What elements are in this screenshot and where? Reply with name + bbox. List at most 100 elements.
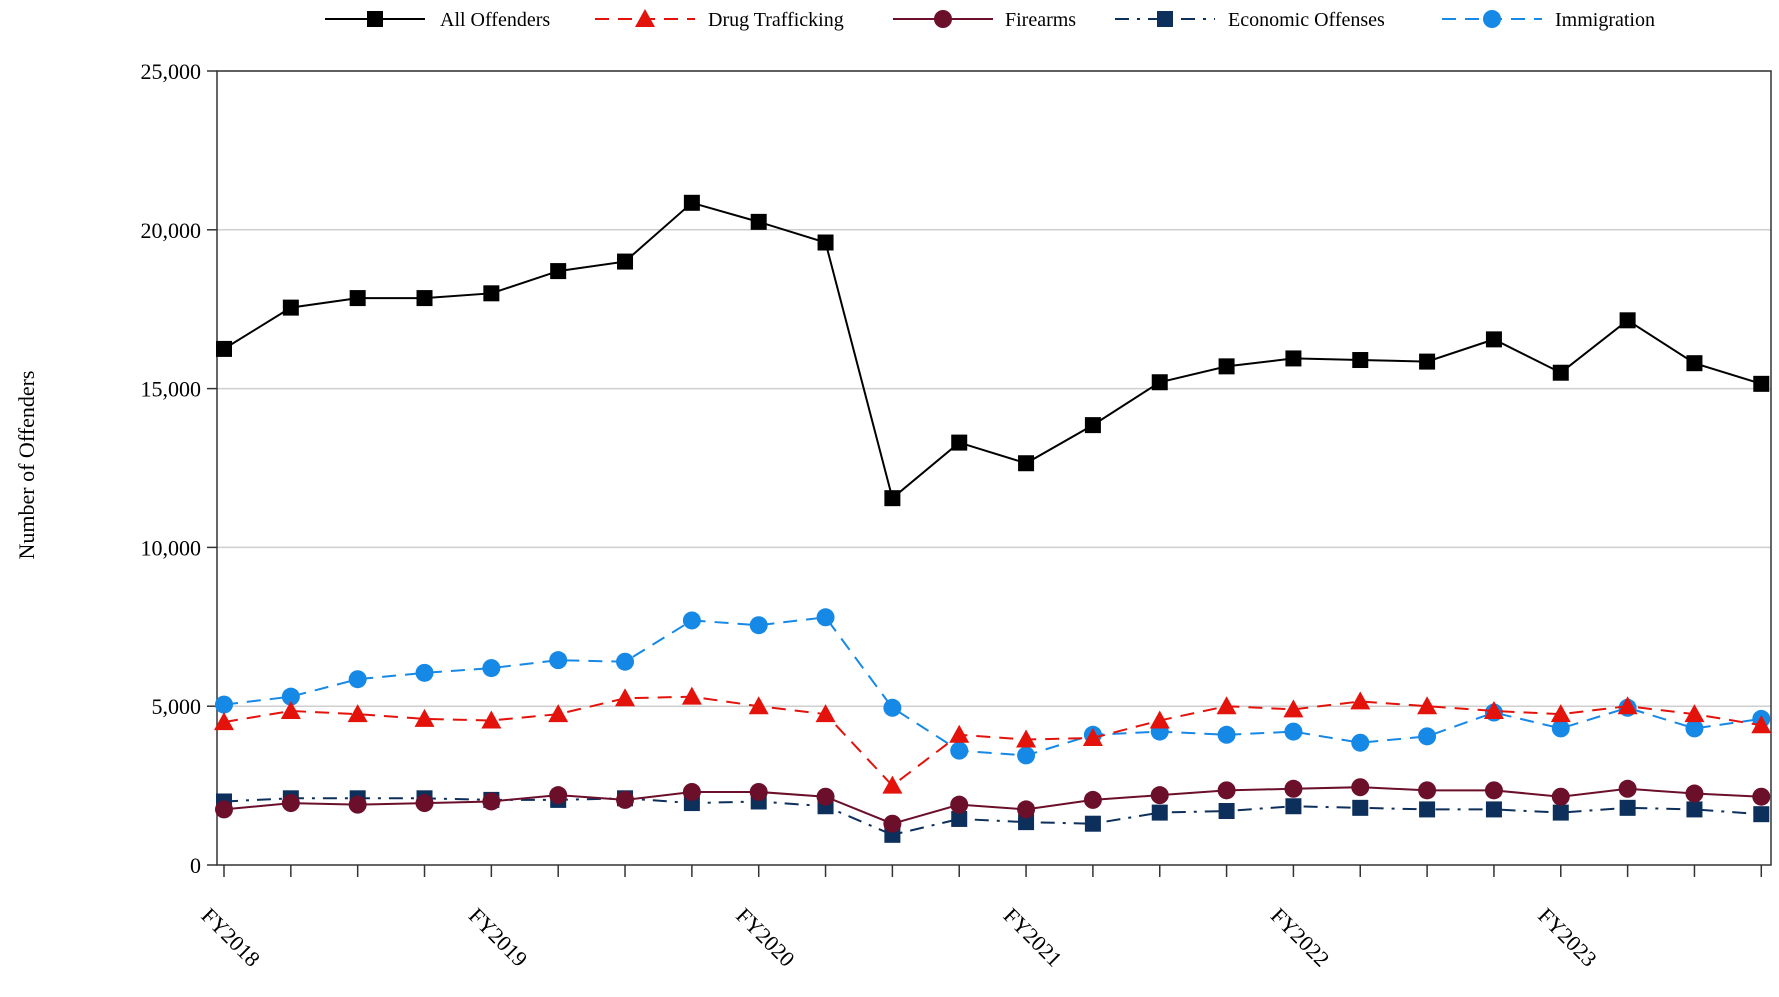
data-point-firearms [215,800,233,819]
data-point-drug-trafficking [1082,727,1103,746]
data-point-all-offenders [1352,352,1369,369]
data-point-firearms [1083,790,1102,809]
data-point-firearms [1217,781,1236,800]
legend-item-drug-trafficking: Drug Trafficking [595,9,844,31]
y-tick-label: 10,000 [141,535,202,560]
data-point-all-offenders [617,253,634,270]
legend-label: All Offenders [440,9,550,31]
data-point-drug-trafficking [1016,729,1037,748]
gridlines [217,70,1771,707]
axes: 0 5,000 10,000 15,000 20,000 25,000 FY2018 FY20… [141,59,1772,972]
data-point-immigration [1017,746,1036,765]
series-line-all-offenders [223,201,1762,500]
data-point-firearms [950,795,969,814]
data-point-drug-trafficking [548,704,569,723]
legend-label: Economic Offenses [1228,9,1385,31]
data-point-drug-trafficking [1216,696,1237,715]
data-point-all-offenders [416,290,433,307]
data-point-all-offenders [1686,355,1703,372]
data-point-firearms [749,782,768,801]
data-point-firearms [1150,786,1169,805]
data-point-all-offenders [1753,375,1770,392]
data-point-immigration [1551,719,1570,738]
data-point-all-offenders [1619,312,1636,329]
data-point-all-offenders [1084,417,1101,434]
data-point-drug-trafficking [1617,696,1638,715]
data-point-economic-offenses [1419,801,1436,818]
series-line-drug-trafficking [223,695,1762,787]
data-point-firearms [482,792,501,811]
legend-item-immigration: Immigration [1442,9,1655,31]
y-axis-label: Number of Offenders [14,371,39,560]
y-tick-label: 20,000 [141,218,202,243]
data-point-drug-trafficking [882,775,903,794]
series-lines [214,194,1772,843]
data-point-firearms [1418,781,1437,800]
data-point-immigration [215,695,233,714]
data-point-drug-trafficking [1550,704,1571,723]
data-point-economic-offenses [1552,804,1569,821]
data-point-all-offenders [216,340,232,357]
data-point-drug-trafficking [214,712,234,731]
legend-marker [367,11,383,27]
data-point-all-offenders [1285,350,1302,367]
data-point-all-offenders [951,434,968,451]
data-point-firearms [883,814,902,833]
data-point-economic-offenses [1753,806,1770,823]
data-point-firearms [1351,778,1370,797]
data-point-firearms [1618,779,1637,798]
data-point-firearms [682,782,701,801]
data-point-all-offenders [550,263,567,280]
data-point-firearms [549,786,568,805]
legend-item-firearms: Firearms [893,9,1076,31]
data-point-firearms [1685,784,1704,803]
data-point-economic-offenses [951,810,968,827]
data-point-drug-trafficking [1684,704,1705,723]
data-point-all-offenders [282,299,299,316]
data-point-drug-trafficking [949,724,970,743]
y-tick-label: 0 [190,853,201,878]
data-point-immigration [1217,725,1236,744]
series-line-economic-offenses [223,797,1762,836]
series-line-firearms [223,786,1762,825]
data-point-economic-offenses [1285,798,1302,815]
data-point-firearms [1752,787,1771,806]
data-point-firearms [1017,800,1036,819]
data-point-immigration [1351,733,1370,752]
data-point-drug-trafficking [347,704,368,723]
data-point-all-offenders [1485,331,1502,348]
y-tick-label: 5,000 [152,694,202,719]
x-tick-label: FY2022 [1266,903,1335,972]
data-point-all-offenders [884,490,901,507]
data-point-firearms [1484,781,1503,800]
legend-label: Drug Trafficking [708,9,844,31]
x-tick-label: FY2018 [196,903,265,972]
data-point-all-offenders [1419,353,1436,370]
legend-label: Firearms [1005,9,1076,31]
legend-item-economic-offenses: Economic Offenses [1115,9,1385,31]
data-point-all-offenders [817,234,834,251]
data-point-drug-trafficking [1149,710,1170,729]
plot-frame [216,70,1772,866]
data-point-economic-offenses [1018,814,1035,831]
data-point-economic-offenses [1619,799,1636,816]
data-point-all-offenders [1218,358,1235,375]
series-economic-offenses [216,790,1770,843]
data-point-drug-trafficking [1350,691,1371,710]
data-point-firearms [616,790,635,809]
series-all-offenders [216,194,1770,507]
data-point-immigration [616,652,635,671]
data-point-drug-trafficking [815,704,836,723]
data-point-drug-trafficking [615,688,636,707]
data-point-economic-offenses [1084,815,1101,832]
data-point-firearms [348,795,367,814]
data-point-economic-offenses [1352,799,1369,816]
data-point-firearms [415,794,434,813]
data-point-all-offenders [683,194,700,211]
y-tick-label: 25,000 [141,59,202,84]
series-immigration [215,608,1771,765]
data-point-firearms [816,787,835,806]
data-point-firearms [1551,787,1570,806]
x-tick-label: FY2023 [1533,903,1602,972]
